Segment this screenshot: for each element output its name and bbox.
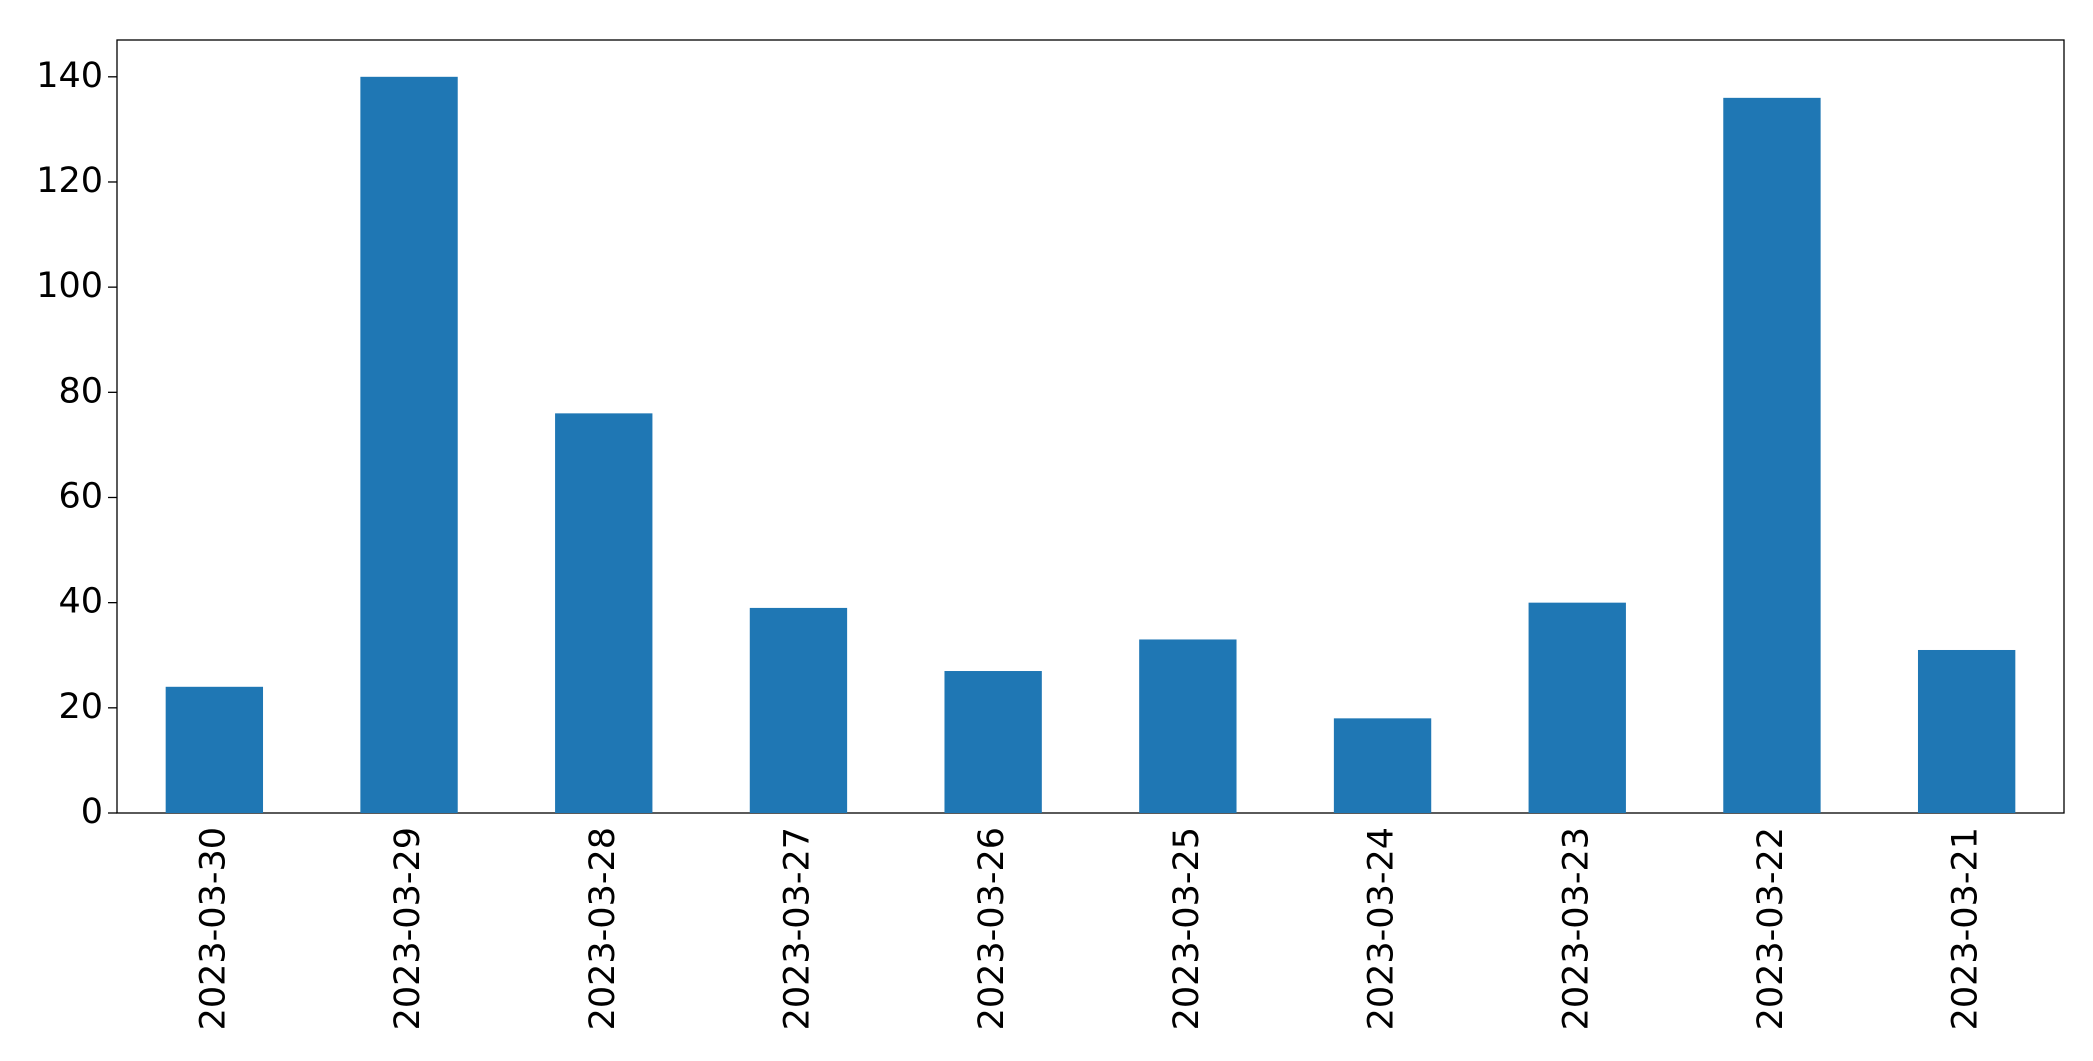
x-tick-label: 2023-03-24 (1362, 827, 1402, 1030)
plot-frame (116, 39, 2065, 814)
x-tick-label: 2023-03-29 (388, 827, 428, 1030)
y-tick-label: 140 (36, 56, 103, 96)
bar (555, 413, 653, 813)
x-tick-label: 2023-03-26 (972, 827, 1012, 1030)
bar (944, 671, 1042, 813)
x-tick-label: 2023-03-28 (583, 827, 623, 1030)
y-tick-label: 20 (58, 687, 103, 727)
y-tick-label: 40 (58, 582, 103, 622)
bar (1723, 97, 1821, 814)
x-tick-label: 2023-03-22 (1751, 827, 1791, 1030)
bar (1528, 602, 1626, 813)
y-tick-label: 100 (36, 266, 103, 306)
x-tick-label: 2023-03-21 (1946, 827, 1986, 1030)
bar (749, 607, 848, 813)
bar (165, 686, 264, 813)
x-tick-label: 2023-03-30 (193, 827, 233, 1030)
bar (360, 76, 458, 814)
x-tick-label: 2023-03-23 (1556, 827, 1596, 1030)
y-tick-label: 120 (36, 161, 103, 201)
bar (1139, 639, 1237, 813)
x-tick-label: 2023-03-25 (1167, 827, 1207, 1030)
bar (1917, 649, 2016, 813)
y-tick-label: 60 (58, 476, 103, 516)
x-tick-label: 2023-03-27 (777, 827, 817, 1030)
y-tick-label: 80 (58, 371, 103, 411)
bar (1333, 718, 1432, 813)
y-tick-label: 0 (81, 792, 103, 832)
